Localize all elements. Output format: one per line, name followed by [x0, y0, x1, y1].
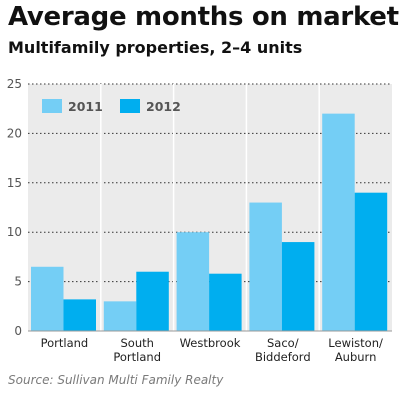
source-note: Source: Sullivan Multi Family Realty [8, 373, 224, 387]
y-tick-label: 5 [14, 275, 22, 289]
bar-2012-1 [136, 271, 169, 331]
y-tick-label: 20 [7, 126, 22, 140]
y-tick-label: 15 [7, 176, 22, 190]
bar-2012-0 [63, 299, 96, 331]
chart-title: Average months on market [8, 2, 399, 32]
y-tick-label: 25 [7, 77, 22, 91]
category-label: Saco/ [267, 336, 299, 350]
bar-2011-2 [176, 232, 210, 331]
bar-2011-0 [31, 266, 64, 331]
category-label: Portland [41, 336, 89, 350]
category-label: Westbrook [180, 336, 241, 350]
category-label: Auburn [335, 350, 377, 364]
category-label: Portland [113, 350, 161, 364]
bar-2012-2 [209, 273, 242, 331]
legend-swatch-2011 [42, 99, 62, 113]
bar-2011-3 [249, 202, 282, 331]
y-tick-label: 10 [7, 225, 22, 239]
bar-2011-1 [103, 301, 137, 331]
category-label: Biddeford [255, 350, 311, 364]
bar-2012-3 [281, 242, 315, 331]
bar-2011-4 [322, 113, 355, 331]
legend-swatch-2012 [120, 99, 140, 113]
legend-label-2011: 2011 [68, 99, 103, 114]
category-label: Lewiston/ [328, 336, 383, 350]
category-label: South [120, 336, 153, 350]
legend-label-2012: 2012 [146, 99, 181, 114]
bar-2012-4 [354, 192, 388, 331]
chart-subtitle: Multifamily properties, 2–4 units [8, 38, 303, 57]
y-tick-label: 0 [14, 324, 22, 338]
